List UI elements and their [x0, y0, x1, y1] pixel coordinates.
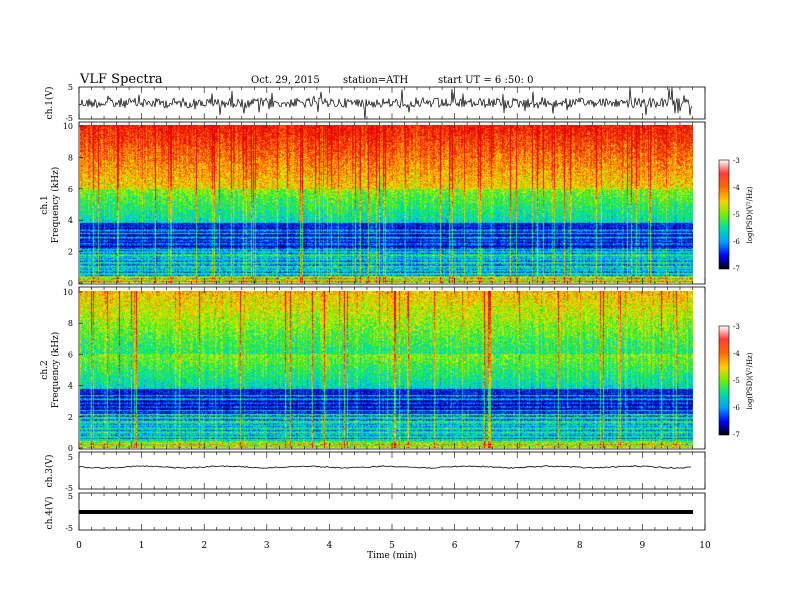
- ch1-spectrogram-image: [80, 125, 693, 283]
- ch3-ytick-bottom: -5: [65, 484, 73, 493]
- start-time-label: start UT = 6 :50: 0: [438, 75, 533, 86]
- freq-tick-label: 8: [68, 319, 73, 328]
- freq-tick-label: 10: [63, 122, 73, 131]
- ch1-cbar-tick-4: -4: [733, 184, 740, 192]
- freq-tick-label: 6: [68, 185, 73, 194]
- x-tick-label: 5: [389, 541, 395, 551]
- ch1-cbar-tick-5: -5: [733, 211, 740, 219]
- ch2-freq-ylabel-channel: ch.2: [40, 360, 50, 379]
- ch2-cbar-tick-3: -3: [733, 323, 740, 331]
- x-tick-label: 9: [640, 541, 646, 551]
- ch2-colorbar: -3 -4 -5 -6 -7 log(PSD)(V²/Hz): [718, 323, 754, 439]
- ch2-cbar-label: log(PSD)(V²/Hz): [746, 352, 754, 409]
- ch4-ylabel: ch.4(V): [44, 497, 55, 530]
- freq-tick-label: 6: [68, 350, 73, 359]
- ch1-cbar-tick-3: -3: [733, 157, 740, 165]
- x-tick-label: 2: [201, 541, 207, 551]
- freq-tick-label: 4: [68, 382, 73, 391]
- x-tick-label: 0: [76, 541, 82, 551]
- ch4-ytick-bottom: -5: [65, 524, 73, 533]
- ch1-ytick-top: 5: [68, 83, 73, 92]
- ch2-cbar-tick-7: -7: [733, 431, 740, 439]
- ch3-ylabel: ch.3(V): [44, 455, 55, 488]
- ch1-spec-x-ticks: [78, 122, 706, 284]
- x-tick-label: 3: [264, 541, 270, 551]
- freq-tick-label: 0: [68, 279, 73, 288]
- x-tick-label: 7: [514, 541, 520, 551]
- ch1-freq-ylabel: Frequency (kHz): [50, 167, 61, 244]
- ch1-cbar-tick-6: -6: [733, 238, 740, 246]
- ch1-cbar-tick-7: -7: [733, 265, 740, 273]
- freq-tick-label: 10: [63, 288, 73, 297]
- ch2-freq-ylabel: Frequency (kHz): [50, 332, 61, 409]
- ch1-waveform-trace: [78, 87, 693, 120]
- ch4-ytick-top: 5: [68, 492, 73, 501]
- ch1-ylabel: ch.1(V): [44, 87, 55, 120]
- ch2-cbar-tick-4: -4: [733, 350, 740, 358]
- freq-tick-label: 2: [68, 413, 73, 422]
- ch3-waveform-panel: 5 -5 ch.3(V): [44, 451, 706, 493]
- x-tick-label: 6: [452, 541, 458, 551]
- station-label: station=ATH: [343, 75, 409, 86]
- freq-tick-label: 8: [68, 153, 73, 162]
- ch1-freq-ylabel-channel: ch.1: [40, 195, 50, 214]
- date-label: Oct. 29, 2015: [251, 75, 320, 86]
- ch2-spectrogram-image: [80, 291, 693, 448]
- x-axis-tick-labels: 0 1 2 3 4 5 6 7 8 9 10: [76, 541, 711, 551]
- ch4-x-ticks: [78, 493, 706, 530]
- ch1-cbar-label: log(PSD)(V²/Hz): [746, 186, 754, 243]
- ch4-waveform-panel: 5 -5 ch.4(V): [44, 492, 706, 533]
- ch1-x-ticks: [78, 87, 706, 119]
- ch2-spectrogram-panel: 0 2 4 6 8 10 ch.2 Frequency (kHz): [40, 286, 706, 453]
- ch2-cbar-tick-5: -5: [733, 377, 740, 385]
- figure-title: VLF Spectra: [79, 72, 163, 87]
- ch1-waveform-panel: 5 -5 ch.1(V): [44, 83, 706, 123]
- freq-tick-label: 4: [68, 216, 73, 225]
- x-tick-label: 8: [577, 541, 583, 551]
- ch3-waveform-trace: [78, 465, 692, 469]
- ch3-ytick-top: 5: [68, 453, 73, 462]
- ch1-colorbar: -3 -4 -5 -6 -7 log(PSD)(V²/Hz): [718, 157, 754, 273]
- ch2-cbar-tick-6: -6: [733, 404, 740, 412]
- x-tick-label: 1: [139, 541, 145, 551]
- ch3-x-ticks: [78, 452, 706, 489]
- freq-tick-label: 0: [68, 444, 73, 453]
- freq-tick-label: 2: [68, 248, 73, 257]
- ch1-freq-ticks: 0 2 4 6 8 10: [63, 122, 83, 288]
- ch2-spec-x-ticks: [78, 287, 706, 449]
- ch1-spectrogram-panel: 0 2 4 6 8 10 ch.1 Frequency (kHz): [40, 121, 706, 288]
- ch2-freq-ticks: 0 2 4 6 8 10: [63, 288, 83, 453]
- x-tick-label: 4: [327, 541, 333, 551]
- x-tick-label: 10: [699, 541, 711, 551]
- ch1-ytick-bottom: -5: [65, 114, 73, 123]
- x-axis-label: Time (min): [367, 550, 417, 561]
